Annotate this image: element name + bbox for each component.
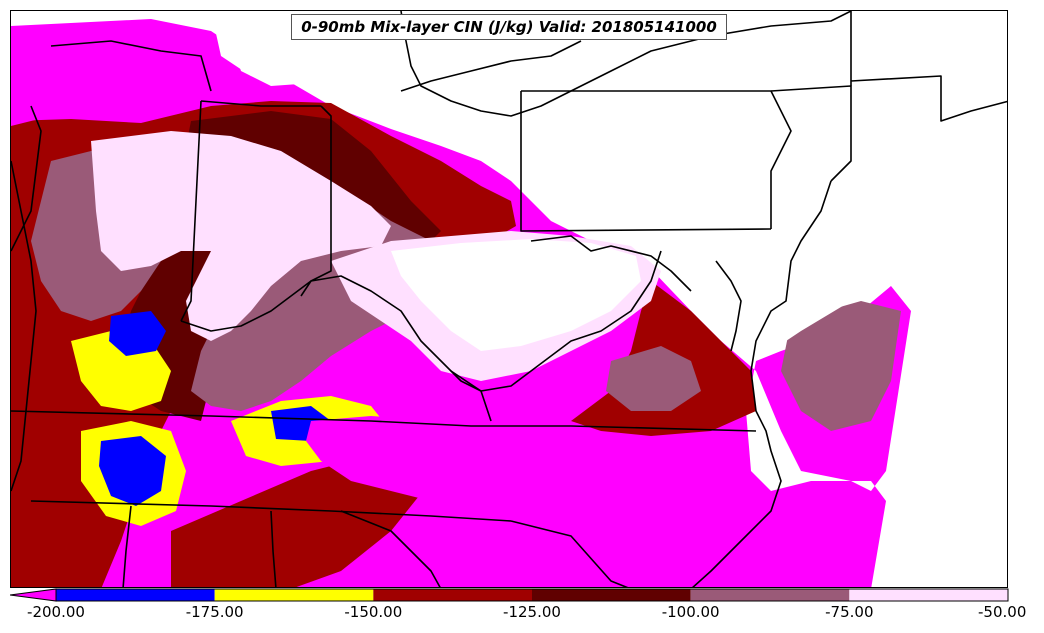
boundary-lines xyxy=(11,11,1007,587)
colorbar-tick-label: -125.00 xyxy=(503,603,561,621)
cin-band-white-interior xyxy=(391,239,641,351)
colorbar-outline xyxy=(55,588,1009,602)
state-line-ky-va-wedge xyxy=(450,370,492,422)
state-line-tn-north xyxy=(30,500,512,522)
state-line-2 xyxy=(521,90,792,229)
cin-band-white-northeast xyxy=(231,11,1007,587)
colorbar-tick-label: -200.00 xyxy=(27,603,85,621)
chesapeake-bay xyxy=(715,260,742,352)
state-line-wv-va xyxy=(530,235,692,292)
cin-band-mauve-se xyxy=(606,346,701,411)
colorbar-bin-5 xyxy=(849,589,1008,601)
state-line-michigan xyxy=(50,40,212,92)
colorbar-extend-arrow xyxy=(10,588,57,602)
state-line-ny xyxy=(770,85,852,182)
cin-band-mauve-atlantic xyxy=(781,301,901,431)
state-line-ohio-west xyxy=(180,100,202,322)
state-line-michigan-2 xyxy=(200,100,321,107)
state-line-ohio-east xyxy=(300,105,332,297)
state-line-nc-sc xyxy=(510,520,629,587)
colorbar-tick-label: -150.00 xyxy=(344,603,403,621)
colorbar-tick-label: -75.00 xyxy=(825,603,874,621)
colorbar xyxy=(10,588,1009,602)
state-line-indiana xyxy=(11,105,42,252)
state-line-tn-al xyxy=(122,505,132,587)
state-line-new-england xyxy=(850,11,1007,122)
cin-field-layers xyxy=(11,11,1007,587)
state-line-ohio-river xyxy=(180,250,662,392)
colorbar-tick-label: -100.00 xyxy=(661,603,720,621)
colorbar-bin-0 xyxy=(56,589,215,601)
cin-band-blue xyxy=(99,436,166,506)
cin-band-blue-2 xyxy=(109,311,166,356)
state-line-ga-sc xyxy=(340,510,441,587)
cin-map xyxy=(10,10,1008,588)
state-line-ga-al xyxy=(270,510,277,587)
colorbar-tick-label: -50.00 xyxy=(978,603,1027,621)
colorbar-tick-label: -175.00 xyxy=(185,603,244,621)
colorbar-bin-2 xyxy=(373,589,532,601)
cin-field xyxy=(11,11,1007,587)
cin-band-magenta-core xyxy=(306,416,571,506)
state-line-mississippi xyxy=(11,160,37,492)
colorbar-bin-3 xyxy=(532,589,691,601)
coastline-mid-atlantic xyxy=(692,180,832,587)
state-line-kentucky-south xyxy=(11,410,757,432)
state-line-1 xyxy=(520,91,772,232)
coastline-great-lakes xyxy=(400,11,852,117)
lake-erie-shore xyxy=(400,40,582,92)
map-title: 0-90mb Mix-layer CIN (J/kg) Valid: 20180… xyxy=(291,14,727,40)
colorbar-bin-4 xyxy=(690,589,850,601)
cin-band-dark-red-south xyxy=(171,451,431,587)
colorbar-bin-1 xyxy=(214,589,374,601)
colorbar-bins xyxy=(56,589,1008,601)
cin-band-pink xyxy=(91,131,391,341)
